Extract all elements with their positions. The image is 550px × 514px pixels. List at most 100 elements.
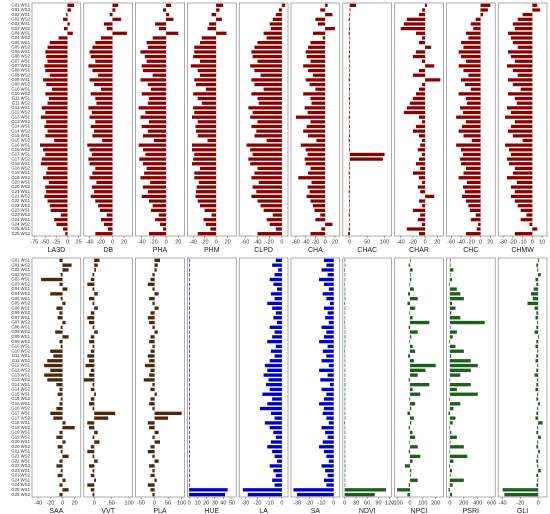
bar bbox=[189, 430, 190, 435]
bar bbox=[189, 296, 190, 301]
bar bbox=[46, 82, 68, 87]
bar bbox=[149, 96, 167, 101]
bar bbox=[67, 3, 75, 7]
bar bbox=[344, 464, 346, 468]
bar bbox=[535, 416, 539, 420]
row-label: G12 WS2 bbox=[11, 110, 30, 115]
row-label: G05 WS2 bbox=[11, 44, 30, 49]
bar bbox=[154, 430, 159, 435]
plot-frame bbox=[187, 257, 237, 498]
bar bbox=[154, 478, 157, 482]
bar bbox=[45, 92, 68, 96]
x-tick-label: -60 bbox=[241, 239, 249, 245]
bar bbox=[141, 124, 167, 129]
bar bbox=[410, 392, 421, 396]
bar bbox=[275, 258, 282, 263]
row-label: G23 WS1 bbox=[11, 468, 30, 473]
row-label: G19 WS2 bbox=[11, 434, 30, 439]
bar bbox=[415, 92, 426, 96]
bar bbox=[463, 171, 481, 175]
x-tick-label: 0 bbox=[531, 239, 534, 245]
bar bbox=[67, 8, 72, 12]
bar bbox=[449, 330, 457, 334]
bar bbox=[62, 488, 69, 492]
row-label: G07 WS2 bbox=[11, 63, 30, 68]
bar bbox=[46, 54, 68, 59]
bar bbox=[149, 120, 167, 124]
row-label: G24 WS1 bbox=[11, 477, 30, 482]
bar bbox=[40, 115, 68, 119]
bar bbox=[189, 387, 190, 392]
bar bbox=[87, 143, 113, 147]
bar bbox=[297, 492, 334, 497]
bar bbox=[512, 134, 533, 138]
bar bbox=[152, 36, 167, 40]
bar bbox=[537, 349, 539, 353]
bar bbox=[89, 162, 113, 166]
bar bbox=[300, 143, 326, 147]
bar bbox=[534, 306, 539, 310]
bar bbox=[310, 40, 326, 45]
bar bbox=[449, 296, 464, 301]
bar bbox=[252, 185, 282, 189]
bar bbox=[95, 40, 113, 45]
bar bbox=[140, 78, 167, 82]
bar bbox=[91, 185, 113, 189]
x-tick-label: -30 bbox=[241, 500, 249, 506]
bar bbox=[449, 335, 453, 339]
row-label: G12 WS1 bbox=[11, 363, 30, 368]
bar bbox=[269, 325, 282, 329]
row-label: G14 WS2 bbox=[11, 387, 30, 392]
bar bbox=[326, 454, 334, 459]
bar bbox=[275, 311, 282, 315]
bar bbox=[205, 222, 217, 226]
bar bbox=[326, 392, 334, 396]
bar bbox=[103, 222, 113, 226]
bar bbox=[275, 227, 282, 231]
bar bbox=[349, 152, 385, 157]
bar bbox=[196, 82, 217, 87]
bar bbox=[273, 282, 282, 286]
bar bbox=[535, 316, 539, 320]
bar bbox=[150, 473, 155, 478]
bar bbox=[269, 359, 282, 363]
bar bbox=[150, 349, 155, 353]
bar bbox=[315, 87, 326, 91]
x-tick-label: 90 bbox=[375, 500, 381, 506]
bar bbox=[90, 368, 95, 373]
bar bbox=[410, 344, 413, 349]
bar bbox=[322, 292, 334, 296]
bar bbox=[60, 469, 63, 473]
bar bbox=[109, 13, 113, 17]
bar bbox=[322, 349, 334, 353]
bar bbox=[269, 464, 282, 468]
bar bbox=[251, 50, 282, 54]
bar bbox=[349, 26, 350, 31]
bar bbox=[412, 208, 426, 213]
panel-title: LA3D bbox=[48, 247, 66, 254]
bar bbox=[323, 306, 334, 310]
bar bbox=[348, 227, 350, 231]
bar bbox=[319, 339, 334, 344]
bar bbox=[142, 162, 167, 166]
panel-title: CLPD bbox=[254, 247, 273, 254]
bar bbox=[348, 54, 350, 59]
x-tick-label: 0 bbox=[280, 239, 283, 245]
bar bbox=[462, 110, 481, 115]
bar bbox=[189, 382, 190, 387]
bar bbox=[403, 110, 426, 115]
bar bbox=[449, 320, 485, 325]
x-tick-label: 0 bbox=[343, 500, 346, 506]
bar bbox=[422, 82, 426, 87]
bar bbox=[152, 325, 155, 329]
bar bbox=[145, 110, 167, 115]
row-label: G03 WS2 bbox=[11, 26, 30, 31]
bar bbox=[449, 277, 452, 282]
bar bbox=[92, 492, 95, 497]
bar bbox=[349, 36, 351, 40]
row-label: G14 WS2 bbox=[11, 128, 30, 133]
bar bbox=[201, 101, 217, 105]
bar bbox=[464, 190, 481, 194]
bar bbox=[326, 483, 334, 487]
bar bbox=[465, 120, 481, 124]
